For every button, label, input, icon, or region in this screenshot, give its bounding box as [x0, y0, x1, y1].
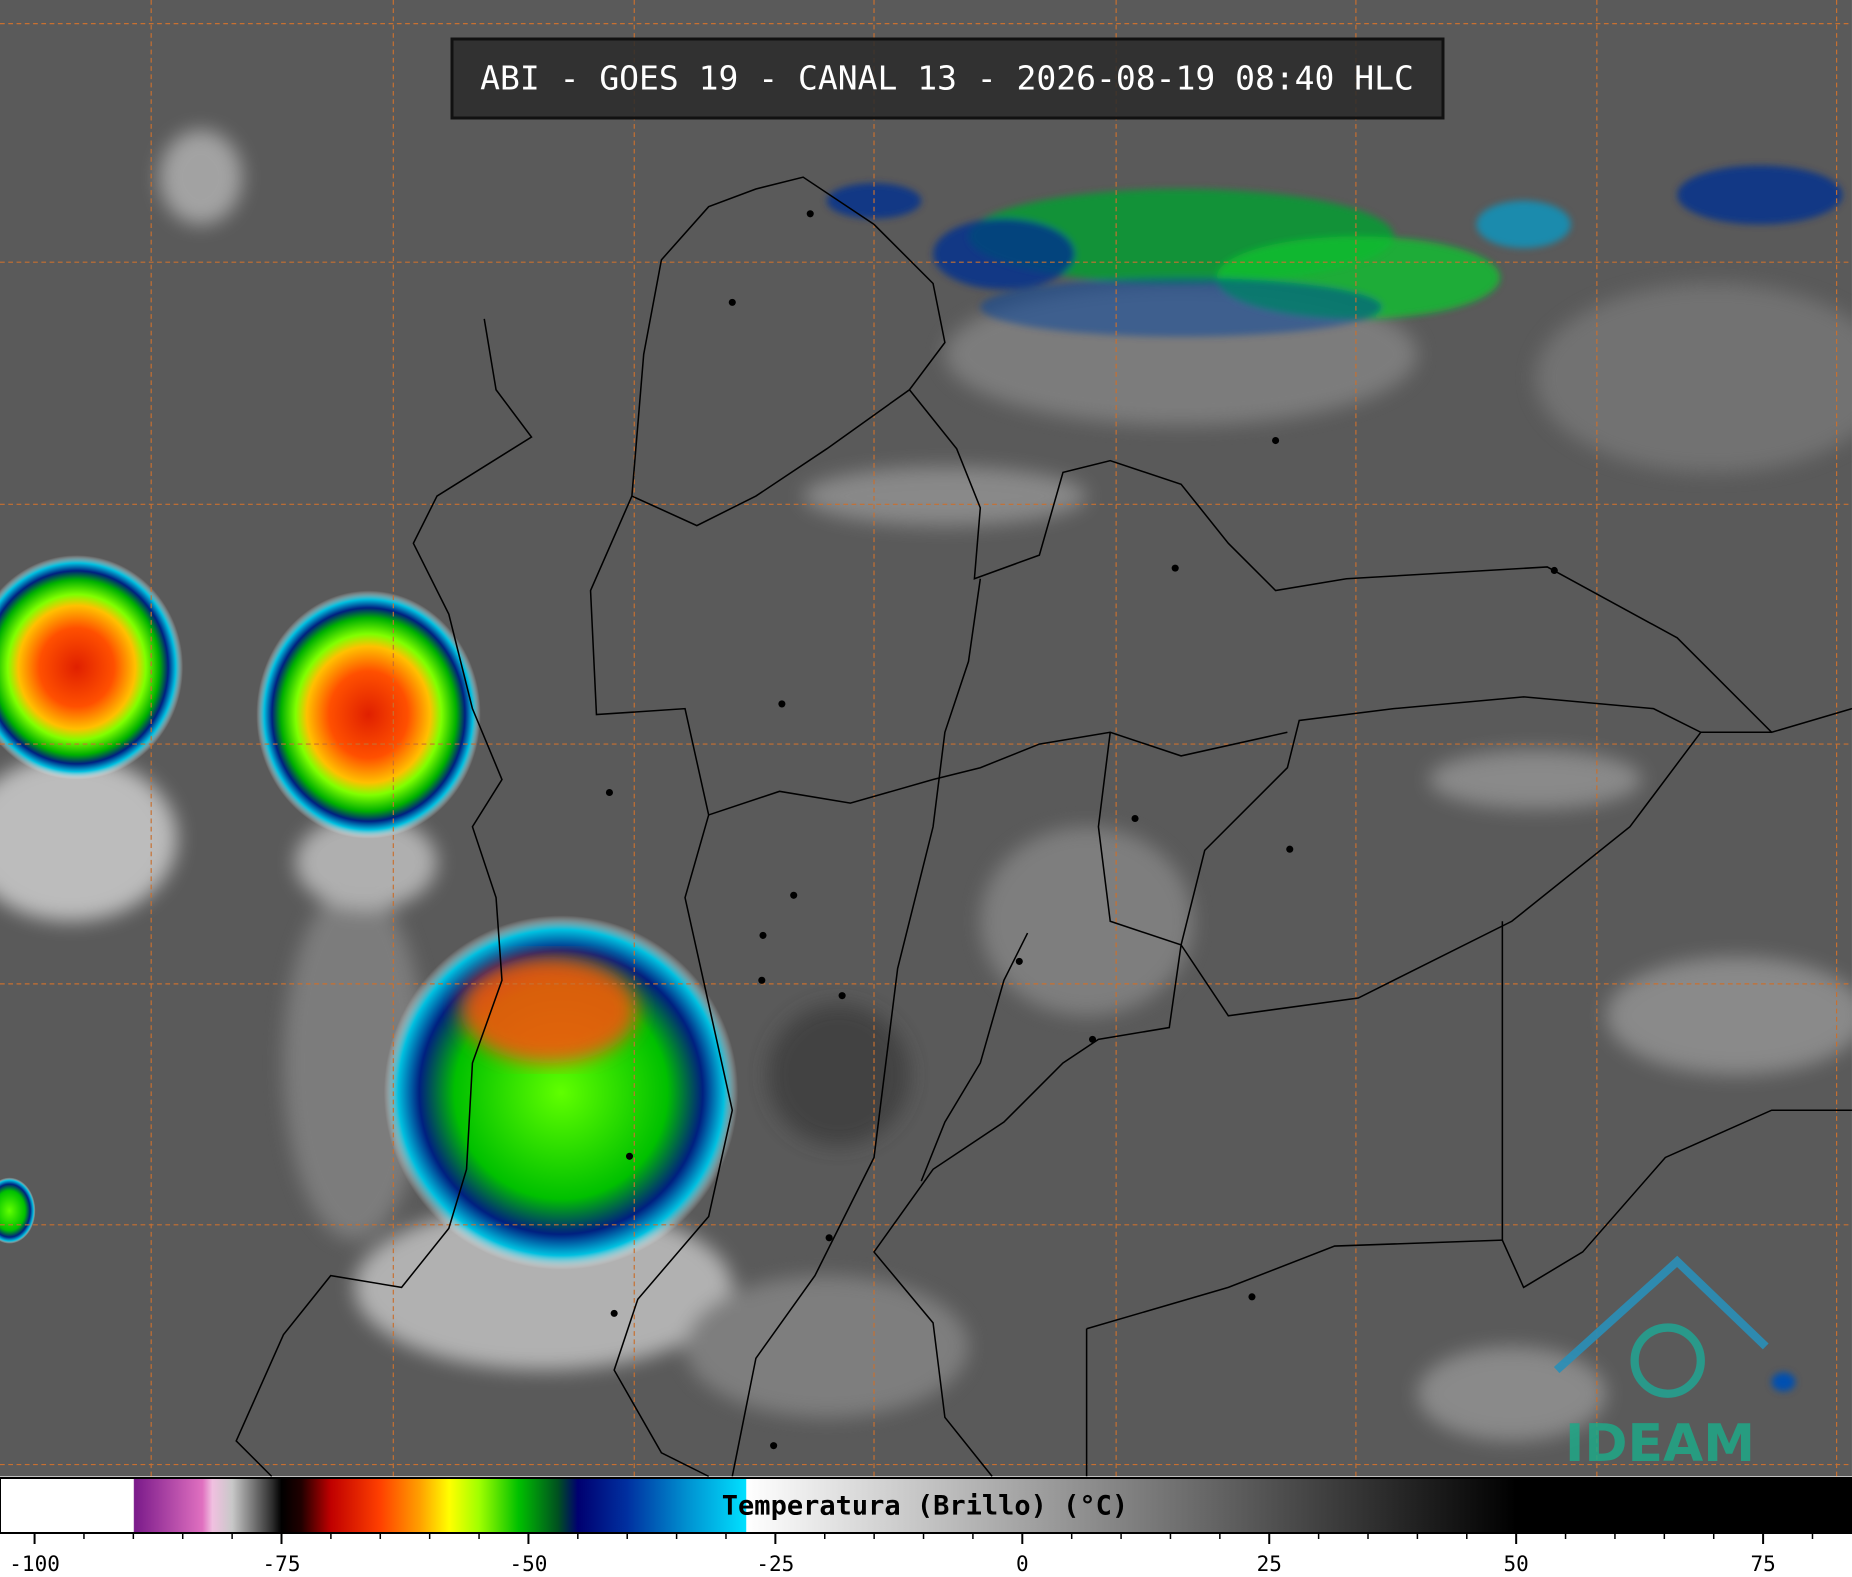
satellite-map	[0, 0, 1852, 1478]
colorbar-tick-label: 75	[1750, 1552, 1775, 1576]
colorbar-tick-label: -75	[263, 1552, 301, 1576]
title: ABI - GOES 19 - CANAL 13 - 2026-08-19 08…	[480, 59, 1414, 98]
colorbar-tick-label: -25	[756, 1552, 794, 1576]
logo: IDEAM	[1565, 1414, 1755, 1474]
title-box	[450, 37, 1445, 120]
colorbar-tick-label: -50	[509, 1552, 547, 1576]
colorbar-scale	[0, 1477, 1852, 1534]
colorbar-tick-label: -100	[9, 1552, 60, 1576]
colorbar-tick-label: 50	[1504, 1552, 1529, 1576]
colorbar-tick-label: 0	[1016, 1552, 1029, 1576]
colorbar-tick-label: 25	[1257, 1552, 1282, 1576]
colorbar: Temperatura (Brillo) (°C) -100 -75 -50 -25 0…	[0, 1477, 1852, 1576]
colorbar-label: Temperatura (Brillo) (°C)	[722, 1491, 1128, 1522]
